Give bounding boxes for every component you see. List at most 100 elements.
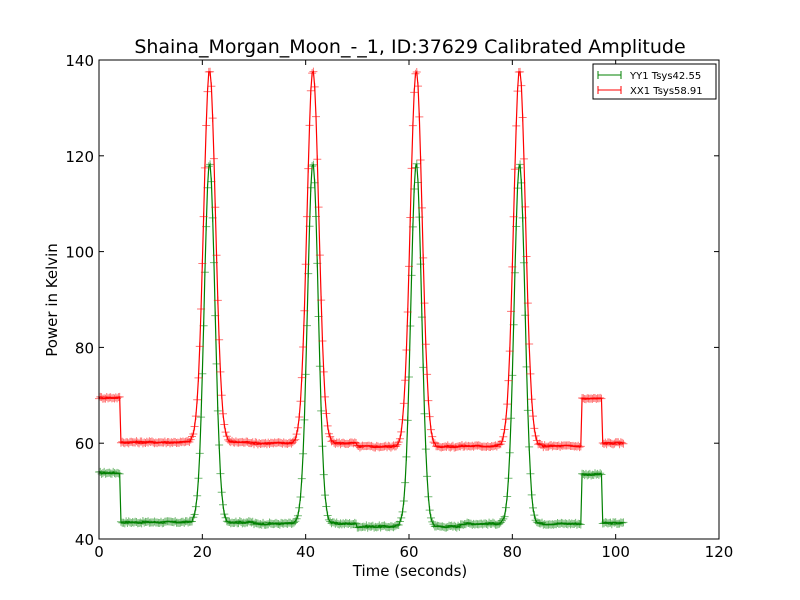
data-point-marker bbox=[197, 413, 206, 422]
data-point-marker bbox=[194, 373, 203, 382]
chart-title: Shaina_Morgan_Moon_-_1, ID:37629 Calibra… bbox=[134, 36, 685, 58]
data-point-marker bbox=[193, 395, 202, 404]
data-point-marker bbox=[526, 369, 535, 378]
data-point-marker bbox=[297, 474, 306, 483]
data-point-marker bbox=[429, 438, 438, 447]
data-point-marker bbox=[310, 82, 319, 91]
series-1 bbox=[95, 67, 628, 452]
data-point-marker bbox=[507, 307, 516, 316]
data-point-marker bbox=[221, 513, 230, 522]
data-point-marker bbox=[206, 67, 215, 76]
data-point-marker bbox=[523, 299, 532, 308]
data-point-marker bbox=[510, 165, 519, 174]
data-point-marker bbox=[190, 422, 199, 431]
data-point-marker bbox=[416, 155, 425, 164]
data-point-marker bbox=[313, 155, 322, 164]
y-tick-label: 100 bbox=[65, 244, 94, 262]
data-point-marker bbox=[326, 432, 335, 441]
y-tick-label: 40 bbox=[75, 531, 94, 549]
x-tick-label: 120 bbox=[705, 543, 734, 561]
data-point-marker bbox=[323, 511, 332, 520]
data-point-marker bbox=[406, 213, 415, 222]
data-point-marker bbox=[597, 394, 606, 403]
data-point-marker bbox=[405, 372, 413, 381]
data-point-marker bbox=[519, 154, 528, 163]
data-point-marker bbox=[407, 164, 416, 173]
y-axis-label: Power in Kelvin bbox=[43, 243, 61, 357]
data-point-marker bbox=[194, 474, 203, 483]
data-point-marker bbox=[500, 512, 509, 521]
data-point-marker bbox=[412, 159, 421, 168]
data-point-marker bbox=[425, 506, 434, 515]
data-point-marker bbox=[426, 513, 435, 522]
y-tick-label: 80 bbox=[75, 339, 94, 357]
data-point-marker bbox=[401, 376, 410, 385]
data-point-marker bbox=[217, 488, 226, 497]
data-point-marker bbox=[421, 340, 430, 349]
data-point-marker bbox=[197, 304, 206, 313]
series-layer bbox=[95, 67, 628, 532]
data-point-marker bbox=[514, 163, 523, 172]
data-point-marker bbox=[220, 510, 229, 519]
data-point-marker bbox=[399, 399, 408, 408]
data-point-marker bbox=[504, 474, 513, 483]
legend: YY1 Tsys42.55 XX1 Tsys58.91 bbox=[592, 63, 717, 100]
data-point-marker bbox=[212, 359, 221, 368]
data-point-marker bbox=[208, 114, 217, 123]
data-point-marker bbox=[402, 345, 411, 354]
data-point-marker bbox=[394, 438, 403, 447]
data-point-marker bbox=[531, 431, 540, 440]
data-point-marker bbox=[509, 212, 518, 221]
data-point-marker bbox=[296, 493, 305, 502]
data-point-marker bbox=[191, 502, 200, 511]
y-tick-label: 60 bbox=[75, 435, 94, 453]
data-point-marker bbox=[522, 252, 531, 261]
data-point-marker bbox=[317, 296, 326, 305]
data-point-marker bbox=[529, 503, 537, 512]
data-point-marker bbox=[195, 449, 204, 458]
data-point-marker bbox=[521, 202, 530, 211]
data-point-marker bbox=[596, 469, 605, 478]
data-point-marker bbox=[319, 367, 328, 376]
data-point-marker bbox=[193, 491, 202, 500]
data-point-marker bbox=[499, 432, 508, 441]
series-0 bbox=[95, 159, 628, 532]
data-point-marker bbox=[596, 393, 605, 402]
data-point-marker bbox=[220, 420, 229, 429]
data-point-marker bbox=[403, 307, 412, 316]
data-point-marker bbox=[397, 427, 406, 436]
data-point-marker bbox=[301, 260, 310, 269]
data-point-marker bbox=[312, 112, 320, 121]
data-point-marker bbox=[215, 335, 224, 344]
data-point-marker bbox=[217, 391, 226, 400]
data-point-marker bbox=[292, 430, 301, 439]
data-point-marker bbox=[315, 362, 324, 371]
data-point-marker bbox=[399, 496, 408, 505]
data-point-marker bbox=[423, 370, 432, 379]
data-point-marker bbox=[115, 469, 124, 478]
data-point-marker bbox=[417, 203, 426, 212]
data-point-marker bbox=[198, 369, 207, 378]
data-point-marker bbox=[503, 492, 512, 501]
data-point-marker bbox=[575, 443, 584, 452]
data-point-marker bbox=[507, 414, 516, 423]
data-point-marker bbox=[309, 160, 318, 169]
data-point-marker bbox=[419, 253, 428, 262]
data-point-marker bbox=[522, 362, 531, 371]
data-point-marker bbox=[428, 432, 437, 441]
data-point-marker bbox=[526, 469, 535, 478]
data-point-marker bbox=[401, 478, 410, 487]
data-point-marker bbox=[188, 517, 196, 526]
data-point-marker bbox=[412, 67, 421, 76]
data-point-marker bbox=[618, 438, 627, 447]
x-tick-label: 100 bbox=[601, 543, 630, 561]
legend-entry-xx1: XX1 Tsys58.91 bbox=[597, 86, 703, 97]
data-point-marker bbox=[323, 421, 332, 430]
data-point-marker bbox=[299, 342, 308, 351]
data-point-marker bbox=[523, 406, 532, 415]
data-point-marker bbox=[309, 67, 318, 76]
ticks-layer: 0 20 40 60 80 100 120 40 60 80 100 120 140 bbox=[65, 52, 733, 561]
data-point-marker bbox=[392, 442, 401, 451]
data-point-marker bbox=[426, 425, 435, 434]
legend-box bbox=[592, 63, 717, 100]
